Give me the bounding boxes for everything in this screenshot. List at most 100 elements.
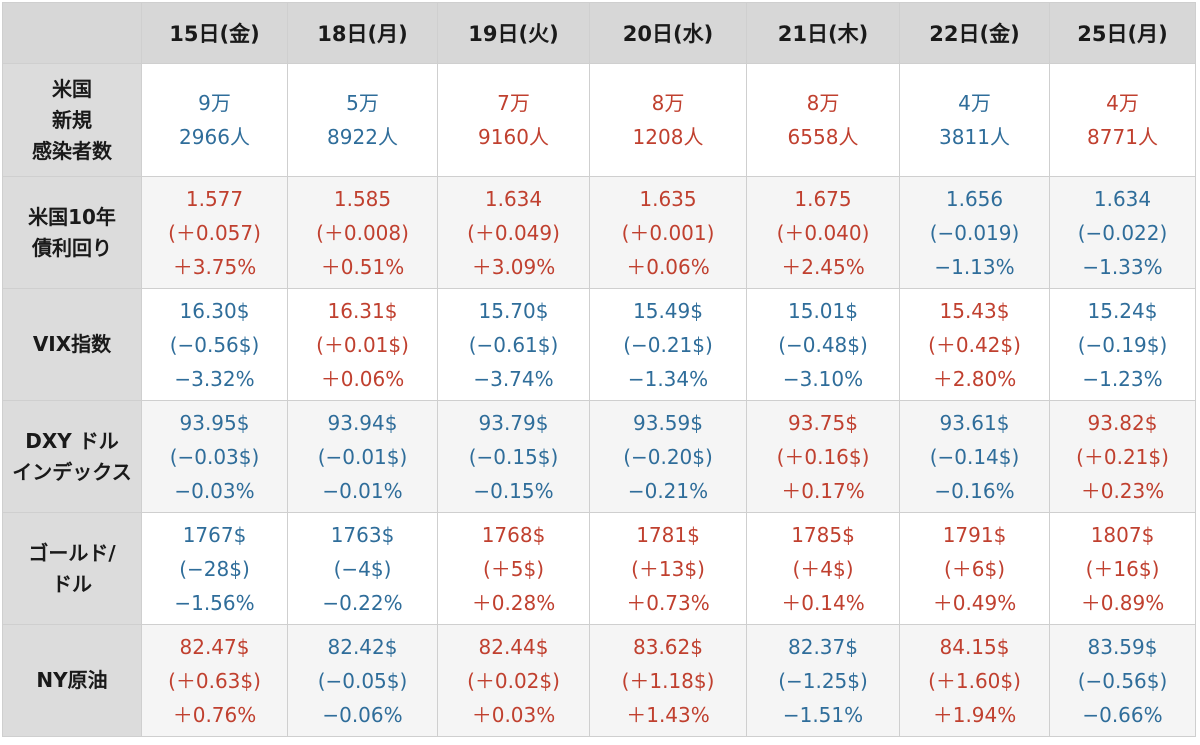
cell-value: 1.675 — [794, 186, 852, 211]
cell-change: (−0.61$) — [468, 332, 559, 357]
data-cell: 4万 8771人 — [1049, 63, 1196, 177]
cell-value: 1.634 — [484, 186, 543, 211]
data-cell: 93.59$ (−0.20$) −0.21% — [589, 400, 747, 513]
cell-change: (−0.14$) — [929, 444, 1020, 469]
data-cell: 9万 2966人 — [141, 63, 288, 177]
row-label-line: 米国 — [52, 76, 92, 101]
cell-percent: −0.06% — [322, 702, 403, 727]
cell-value: 93.75$ — [788, 410, 858, 435]
data-cell: 93.61$ (−0.14$) −0.16% — [899, 400, 1050, 513]
cell-percent: ＋0.17% — [781, 478, 865, 503]
cell-change: (−1.25$) — [778, 668, 868, 693]
table-body: 米国 新規 感染者数 9万 2966人 5万 8922人 7万 9160人 8万 1208人 8万 65… — [2, 63, 1196, 737]
cell-percent: −1.33% — [1082, 254, 1163, 279]
cell-change: (＋4$) — [792, 556, 854, 581]
table-header: 15日(金) 18日(月) 19日(火) 20日(水) 21日(木) 22日(金… — [2, 2, 1196, 64]
date-header: 20日(水) — [589, 2, 747, 64]
cell-value: 4万 — [958, 91, 991, 115]
cell-value: 1768$ — [481, 522, 546, 547]
cell-percent: −3.32% — [174, 366, 255, 391]
cell-percent: ＋0.76% — [172, 702, 257, 727]
cell-value: 5万 — [346, 91, 379, 115]
data-cell: 1.635 (＋0.001) ＋0.06% — [589, 176, 747, 289]
cell-percent: −0.16% — [934, 478, 1015, 503]
data-cell: 1.634 (＋0.049) ＋3.09% — [437, 176, 590, 289]
cell-value: 15.24$ — [1087, 298, 1158, 323]
corner-cell — [2, 2, 142, 64]
data-cell: 82.47$ (＋0.63$) ＋0.76% — [141, 624, 288, 737]
cell-percent: −1.13% — [934, 254, 1015, 279]
cell-percent: −1.34% — [627, 366, 709, 391]
data-cell: 83.62$ (＋1.18$) ＋1.43% — [589, 624, 747, 737]
data-cell: 1807$ (＋16$) ＋0.89% — [1049, 512, 1196, 625]
cell-value: 83.59$ — [1087, 634, 1158, 659]
row-label-line: 債利回り — [32, 235, 112, 260]
data-cell: 15.49$ (−0.21$) −1.34% — [589, 288, 747, 401]
data-cell: 16.30$ (−0.56$) −3.32% — [141, 288, 288, 401]
row-label: VIX指数 — [2, 288, 142, 401]
cell-change: (＋16$) — [1085, 556, 1160, 581]
data-cell: 1.656 (−0.019) −1.13% — [899, 176, 1050, 289]
data-cell: 1791$ (＋6$) ＋0.49% — [899, 512, 1050, 625]
cell-change: (＋0.16$) — [776, 444, 870, 469]
cell-change: (−0.48$) — [778, 332, 868, 357]
cell-value: 93.79$ — [478, 410, 549, 435]
data-cell: 15.01$ (−0.48$) −3.10% — [746, 288, 900, 401]
header-row: 15日(金) 18日(月) 19日(火) 20日(水) 21日(木) 22日(金… — [2, 2, 1196, 64]
row-label: 米国10年債利回り — [2, 176, 142, 289]
date-header: 15日(金) — [141, 2, 288, 64]
row-label-line: DXY ドル — [25, 428, 119, 453]
data-cell: 82.37$ (−1.25$) −1.51% — [746, 624, 900, 737]
data-cell: 1763$ (−4$) −0.22% — [287, 512, 438, 625]
row-label-line: 新規 — [52, 107, 92, 132]
cell-percent: 6558人 — [787, 125, 859, 149]
cell-change: (＋0.21$) — [1076, 444, 1169, 469]
data-cell: 15.43$ (＋0.42$) ＋2.80% — [899, 288, 1050, 401]
row-label-line: ゴールド/ — [28, 540, 116, 565]
data-cell: 82.42$ (−0.05$) −0.06% — [287, 624, 438, 737]
row-label-line: 感染者数 — [32, 138, 112, 163]
cell-value: 15.43$ — [939, 298, 1010, 323]
cell-change: (−0.19$) — [1077, 332, 1168, 357]
date-header: 22日(金) — [899, 2, 1050, 64]
cell-percent: ＋0.49% — [932, 590, 1017, 615]
table-row: NY原油 82.47$ (＋0.63$) ＋0.76% 82.42$ (−0.05$) −0… — [2, 624, 1196, 737]
cell-value: 1.635 — [639, 186, 697, 211]
cell-change: (−0.019) — [929, 220, 1020, 245]
cell-value: 82.47$ — [179, 634, 250, 659]
cell-value: 1791$ — [942, 522, 1007, 547]
cell-value: 9万 — [198, 91, 231, 115]
cell-change: (＋13$) — [631, 556, 705, 581]
data-cell: 1767$ (−28$) −1.56% — [141, 512, 288, 625]
data-cell: 84.15$ (＋1.60$) ＋1.94% — [899, 624, 1050, 737]
data-cell: 93.94$ (−0.01$) −0.01% — [287, 400, 438, 513]
cell-percent: ＋1.94% — [932, 702, 1017, 727]
cell-change: (＋6$) — [943, 556, 1006, 581]
row-label: ゴールド/ドル — [2, 512, 142, 625]
cell-value: 8万 — [651, 91, 685, 115]
cell-value: 84.15$ — [939, 634, 1010, 659]
cell-percent: ＋0.28% — [471, 590, 556, 615]
date-header: 25日(月) — [1049, 2, 1196, 64]
cell-percent: ＋1.43% — [626, 702, 710, 727]
data-cell: 5万 8922人 — [287, 63, 438, 177]
data-cell: 93.75$ (＋0.16$) ＋0.17% — [746, 400, 900, 513]
cell-percent: ＋2.80% — [932, 366, 1017, 391]
cell-value: 15.01$ — [788, 298, 858, 323]
data-cell: 1.675 (＋0.040) ＋2.45% — [746, 176, 900, 289]
data-cell: 82.44$ (＋0.02$) ＋0.03% — [437, 624, 590, 737]
cell-value: 15.70$ — [478, 298, 549, 323]
cell-change: (−4$) — [333, 556, 392, 581]
cell-value: 7万 — [497, 91, 530, 115]
row-label-line: 米国10年 — [28, 204, 116, 229]
date-header: 21日(木) — [746, 2, 900, 64]
cell-value: 82.42$ — [327, 634, 398, 659]
cell-percent: ＋3.75% — [172, 254, 257, 279]
data-cell: 1.577 (＋0.057) ＋3.75% — [141, 176, 288, 289]
cell-percent: 9160人 — [478, 125, 549, 149]
data-cell: 15.70$ (−0.61$) −3.74% — [437, 288, 590, 401]
cell-change: (＋0.049) — [467, 220, 560, 245]
row-label: 米国 新規 感染者数 — [2, 63, 142, 177]
cell-percent: −3.10% — [782, 366, 864, 391]
